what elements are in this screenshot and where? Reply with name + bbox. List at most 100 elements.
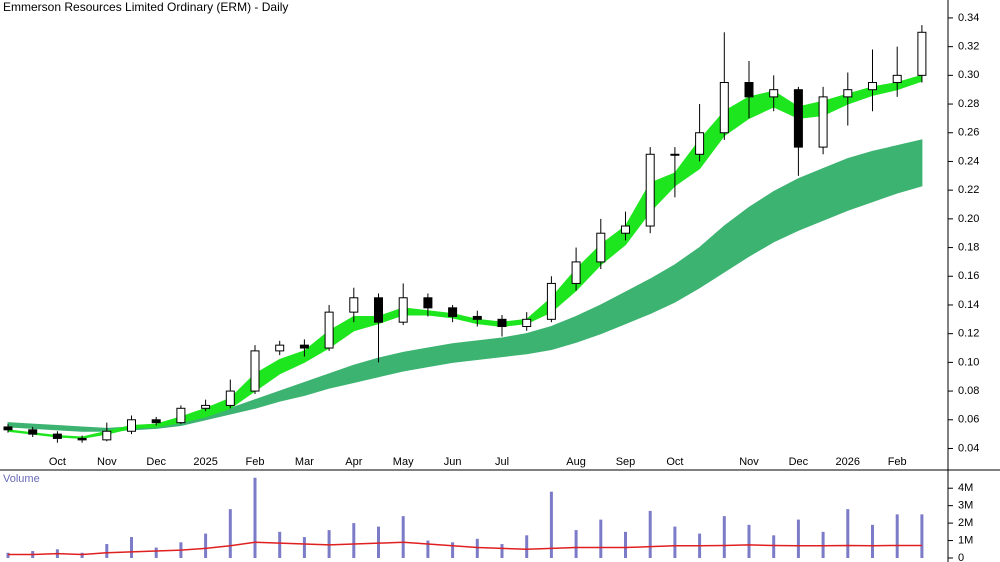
- x-tick-label: Nov: [739, 456, 759, 468]
- candle-body: [299, 344, 309, 349]
- x-tick-label: Mar: [295, 456, 314, 468]
- y-tick-label: 0.04: [958, 442, 979, 454]
- x-tick-label: Oct: [666, 456, 683, 468]
- y-tick-label: 0.14: [958, 299, 979, 311]
- volume-bar: [426, 540, 430, 558]
- volume-bar: [130, 537, 133, 558]
- volume-bar: [253, 477, 257, 558]
- volume-bar: [500, 544, 504, 558]
- volume-bar: [722, 516, 726, 558]
- candle-body: [546, 282, 556, 320]
- candle-body: [868, 82, 877, 91]
- volume-bar: [302, 537, 306, 558]
- volume-bar: [871, 524, 874, 558]
- volume-bar: [105, 544, 109, 558]
- candle-body: [3, 426, 13, 431]
- candle-body: [793, 89, 803, 148]
- x-tick-label: Sep: [616, 456, 636, 468]
- y-tick-label: 0.30: [958, 69, 979, 81]
- y-tick-label: 0.20: [958, 213, 979, 225]
- y-tick-label: 0.12: [958, 328, 979, 340]
- x-tick-label: Nov: [97, 456, 117, 468]
- volume-bar: [154, 547, 158, 558]
- candle-body: [621, 225, 630, 234]
- x-tick-label: Dec: [789, 456, 809, 468]
- moving-average-band: [7, 139, 923, 432]
- candle-body: [596, 232, 606, 263]
- candle-body: [719, 82, 729, 134]
- y-tick-label: 0.34: [958, 12, 979, 24]
- volume-bar: [648, 510, 652, 558]
- candle-body: [250, 350, 260, 392]
- volume-bar: [377, 526, 380, 558]
- y-tick-label: 0.18: [958, 241, 979, 253]
- volume-bar: [599, 519, 603, 558]
- volume-bar: [525, 535, 529, 558]
- volume-bar: [6, 552, 10, 558]
- y-tick-label: 4M: [958, 482, 973, 494]
- x-tick-label: Feb: [246, 456, 265, 468]
- volume-bar: [204, 533, 208, 558]
- volume-bar: [401, 516, 405, 558]
- y-tick-label: 1M: [958, 534, 973, 546]
- x-tick-label: Feb: [888, 456, 907, 468]
- volume-bar: [624, 531, 627, 558]
- candle-body: [398, 297, 408, 323]
- candle-body: [324, 311, 334, 349]
- candle-body: [670, 153, 680, 156]
- candle-body: [843, 89, 853, 98]
- chart-title: Emmerson Resources Limited Ordinary (ERM…: [3, 0, 288, 14]
- volume-bar: [920, 514, 924, 558]
- candle-body: [571, 261, 581, 284]
- x-tick-label: Oct: [49, 456, 66, 468]
- y-tick-label: 0: [958, 552, 964, 562]
- candle-body: [102, 430, 112, 441]
- y-tick-label: 0.08: [958, 385, 979, 397]
- volume-bar: [228, 509, 232, 558]
- candle-body: [917, 31, 927, 76]
- volume-bar: [80, 552, 84, 558]
- y-tick-label: 0.16: [958, 270, 979, 282]
- candle-body: [127, 419, 136, 432]
- candle-body: [645, 153, 655, 227]
- volume-bar: [846, 509, 850, 558]
- candle-body: [225, 390, 235, 406]
- candle-body: [28, 429, 38, 435]
- volume-bar: [451, 542, 455, 558]
- candle-body: [472, 315, 482, 320]
- y-tick-label: 0.10: [958, 356, 979, 368]
- x-tick-label: Dec: [146, 456, 166, 468]
- candle-body: [275, 344, 285, 352]
- x-tick-label: May: [393, 456, 414, 468]
- y-tick-label: 0.24: [958, 155, 979, 167]
- x-tick-label: Jun: [444, 456, 462, 468]
- candle-body: [497, 318, 507, 327]
- x-tick-label: Jul: [495, 456, 509, 468]
- volume-bar: [772, 535, 776, 558]
- moving-average-band: [7, 74, 923, 439]
- candle-body: [176, 407, 186, 424]
- volume-bar: [278, 531, 282, 558]
- volume-title: Volume: [3, 473, 40, 485]
- candle-body: [52, 433, 62, 439]
- y-tick-label: 3M: [958, 500, 973, 512]
- candle-body: [695, 132, 705, 155]
- volume-bar: [475, 538, 479, 558]
- y-tick-label: 0.32: [958, 41, 979, 53]
- volume-bar: [327, 530, 331, 558]
- volume-bar: [821, 531, 825, 558]
- y-tick-label: 0.22: [958, 184, 979, 196]
- candle-body: [77, 437, 87, 441]
- volume-average: [8, 541, 922, 556]
- x-tick-label: Apr: [345, 456, 362, 468]
- candle-body: [769, 89, 779, 98]
- volume-bar: [747, 524, 751, 558]
- candle-body: [151, 419, 161, 424]
- candle-body: [349, 297, 359, 313]
- y-tick-label: 0.26: [958, 127, 979, 139]
- x-tick-label: 2026: [836, 456, 860, 468]
- volume-bar: [549, 491, 553, 558]
- candle-body: [892, 74, 902, 84]
- x-tick-label: 2025: [193, 456, 217, 468]
